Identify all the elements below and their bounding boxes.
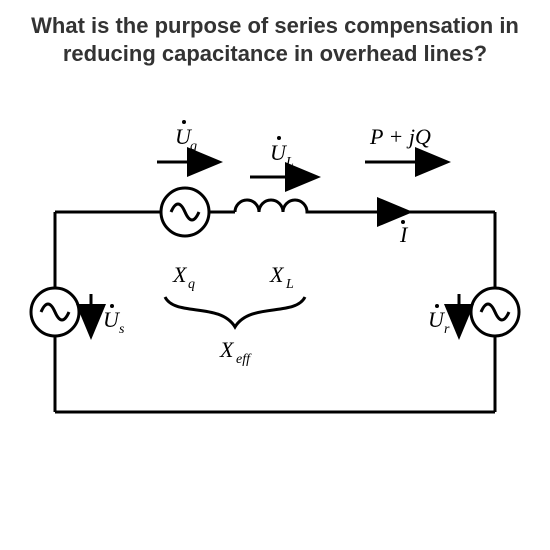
brace-xeff — [165, 297, 305, 327]
label-Xeff-sub: eff — [236, 352, 252, 367]
label-XL-sub: L — [285, 277, 294, 292]
label-Ur-sub: r — [444, 322, 450, 337]
inductor — [235, 200, 325, 212]
label-I: I — [399, 222, 409, 247]
label-Uq-sub: q — [190, 139, 197, 154]
label-UL-sub: L — [285, 155, 294, 170]
question-title: What is the purpose of series compensati… — [0, 0, 550, 67]
circuit-diagram: U q U L P + jQ I X q X L X eff U s U r — [25, 67, 525, 497]
label-Xq-sub: q — [188, 277, 195, 292]
label-Xeff: X — [219, 337, 235, 362]
label-XL: X — [269, 262, 285, 287]
label-Us-sub: s — [119, 322, 125, 337]
label-Xq: X — [172, 262, 188, 287]
label-PjQ: P + jQ — [369, 124, 431, 149]
